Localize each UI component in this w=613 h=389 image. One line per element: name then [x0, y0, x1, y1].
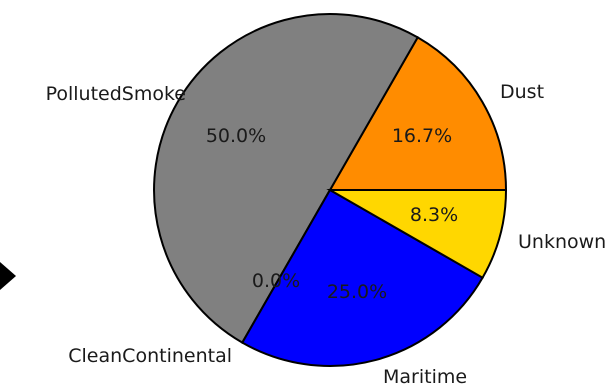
slice-unknown — [326, 189, 508, 280]
slice-pollutedsmoke — [153, 13, 420, 344]
label-dust: Dust — [500, 81, 544, 103]
slice-dust — [328, 36, 508, 191]
label-maritime: Maritime — [383, 366, 467, 388]
play-triangle-icon — [0, 262, 16, 290]
pct-dust: 16.7% — [392, 125, 452, 147]
label-cleancontinental: CleanContinental — [68, 345, 232, 367]
pct-maritime: 25.0% — [327, 281, 387, 303]
pct-unknown: 8.3% — [410, 204, 458, 226]
label-pollutedsmoke: PollutedSmoke — [46, 83, 186, 105]
pie-slices — [153, 13, 508, 367]
pie-labels: Dust 16.7% PollutedSmoke 50.0% CleanContinen… — [46, 81, 607, 388]
pct-pollutedsmoke: 50.0% — [206, 125, 266, 147]
slice-maritime — [240, 188, 484, 367]
label-unknown: Unknown — [518, 231, 606, 253]
pct-cleancontinental: 0.0% — [252, 270, 300, 292]
